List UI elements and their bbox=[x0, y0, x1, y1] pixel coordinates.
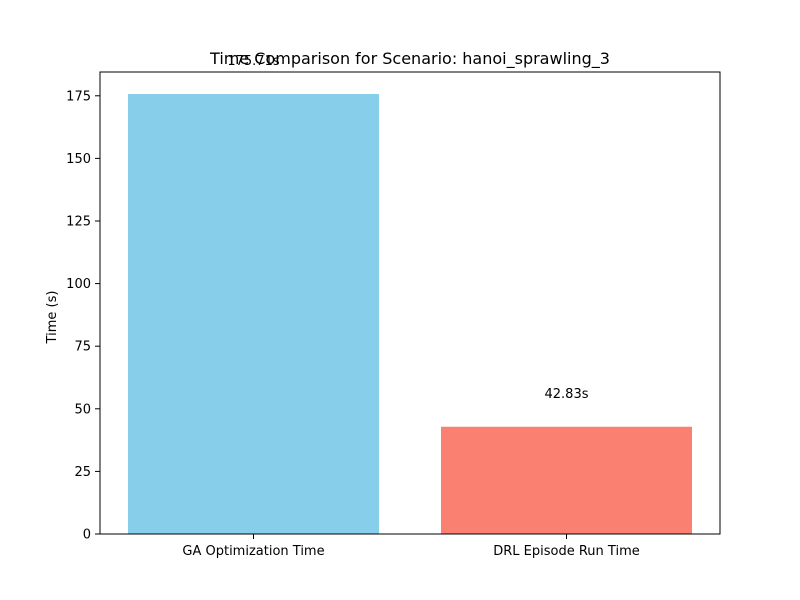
y-tick-label-2: 50 bbox=[74, 402, 91, 417]
y-tick-label-0: 0 bbox=[83, 528, 91, 543]
y-tick-label-7: 175 bbox=[66, 89, 91, 104]
bar-2 bbox=[441, 426, 692, 534]
y-tick-label-1: 25 bbox=[74, 465, 91, 480]
data-label-2: 42.83s bbox=[545, 387, 589, 402]
chart-title: Time Comparison for Scenario: hanoi_spra… bbox=[209, 49, 610, 69]
y-tick-label-5: 125 bbox=[66, 214, 91, 229]
x-tick-label-1: GA Optimization Time bbox=[182, 544, 324, 559]
y-axis-label: Time (s) bbox=[45, 291, 60, 345]
bar-1 bbox=[128, 94, 379, 534]
plot-area: 175.71s GA Optimization Time 42.83s DRL Epi… bbox=[66, 54, 721, 559]
x-tick-label-2: DRL Episode Run Time bbox=[493, 544, 639, 559]
y-tick-label-4: 100 bbox=[66, 277, 91, 292]
y-tick-label-6: 150 bbox=[66, 152, 91, 167]
data-label-1: 175.71s bbox=[227, 54, 279, 69]
y-tick-label-3: 75 bbox=[74, 340, 91, 355]
plot-frame bbox=[99, 71, 721, 535]
